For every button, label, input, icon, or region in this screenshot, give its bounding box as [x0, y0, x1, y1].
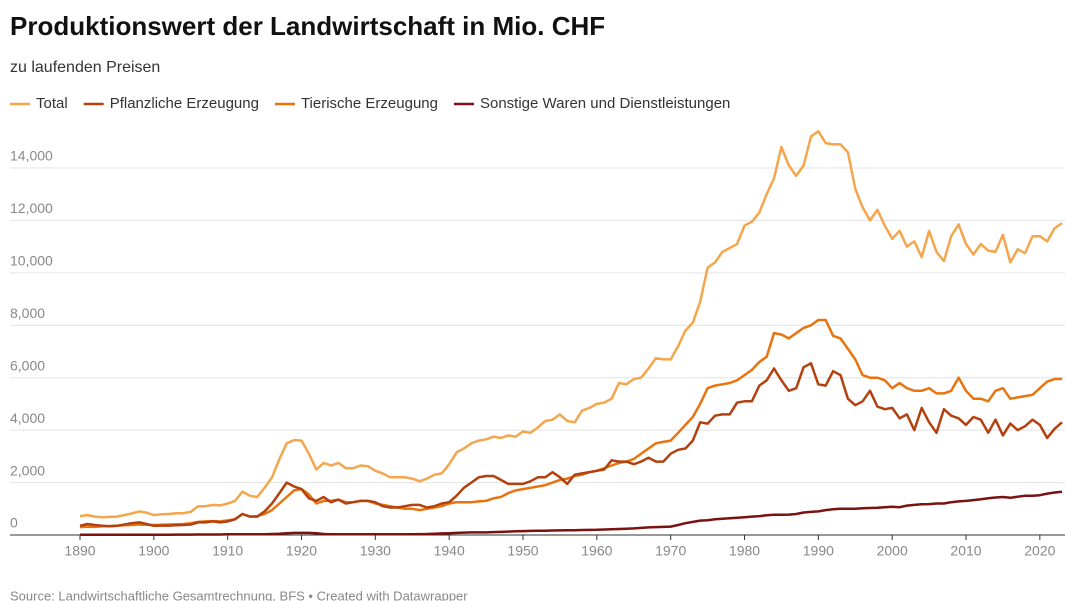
- y-tick-label: 10,000: [10, 253, 53, 269]
- y-tick-label: 0: [10, 515, 18, 531]
- series-line: [79, 318, 1062, 529]
- series-line: [80, 490, 1063, 536]
- x-tick-label: 1930: [360, 543, 391, 559]
- chart-subtitle: zu laufenden Preisen: [10, 59, 160, 76]
- legend-label: Pflanzliche Erzeugung: [110, 95, 259, 112]
- x-tick-label: 1910: [212, 543, 243, 559]
- y-tick-label: 2,000: [10, 462, 45, 478]
- y-tick-label: 8,000: [10, 305, 45, 321]
- x-tick-label: 1890: [64, 543, 95, 559]
- x-tick-label: 1920: [286, 543, 317, 559]
- source: Source: Landwirtschaftliche Gesamtrechnu…: [10, 588, 468, 601]
- x-tick-label: 1940: [434, 543, 465, 559]
- x-tick-label: 1900: [138, 543, 169, 559]
- series-line: [79, 362, 1063, 528]
- series-line: [79, 130, 1063, 519]
- chart-title: Produktionswert der Landwirtschaft in Mi…: [10, 11, 605, 41]
- x-tick-label: 2020: [1024, 543, 1055, 559]
- x-tick-label: 1950: [507, 543, 538, 559]
- y-tick-label: 4,000: [10, 410, 45, 426]
- x-tick-label: 1970: [655, 543, 686, 559]
- legend-label: Sonstige Waren und Dienstleistungen: [480, 95, 730, 112]
- x-tick-label: 2000: [877, 543, 908, 559]
- x-tick-label: 1960: [581, 543, 612, 559]
- y-tick-label: 6,000: [10, 357, 45, 373]
- y-tick-label: 12,000: [10, 200, 53, 216]
- legend-label: Tierische Erzeugung: [301, 95, 438, 112]
- legend-label: Total: [36, 95, 68, 112]
- y-tick-label: 14,000: [10, 148, 53, 164]
- x-tick-label: 1990: [803, 543, 834, 559]
- x-tick-label: 2010: [950, 543, 981, 559]
- x-tick-label: 1980: [729, 543, 760, 559]
